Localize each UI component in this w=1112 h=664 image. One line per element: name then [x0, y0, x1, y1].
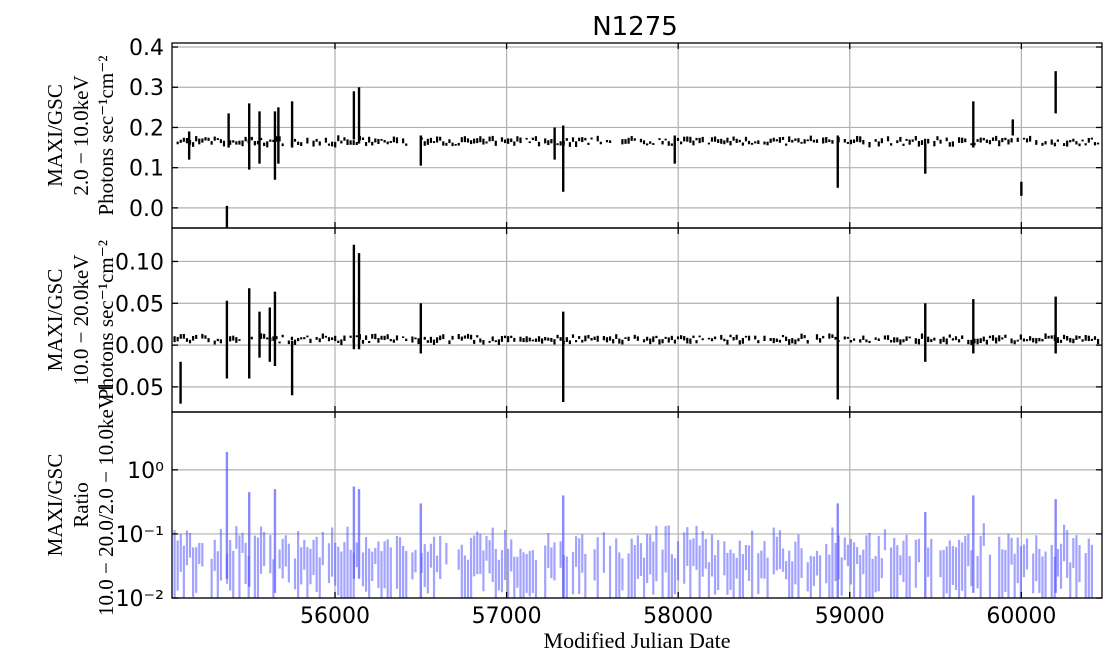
y-tick-label: 0.2 [129, 116, 164, 141]
y-axis-label: Ratio [69, 482, 93, 528]
axes-frame [171, 227, 1103, 413]
y-tick-label: 0.00 [115, 334, 164, 359]
y-tick-label: 10⁻¹ [116, 523, 164, 548]
background-data-points [173, 333, 1100, 346]
x-tick-label: 57000 [472, 604, 542, 629]
hard-band-panel: −0.05 0.00 0.05 0.10 MAXI/GSC 10.0 − 20.0keV P… [43, 227, 1103, 413]
background-data-points [176, 135, 1100, 148]
y-axis-label: Photons sec⁻¹cm⁻² [94, 240, 118, 400]
soft-band-panel: 0.0 0.1 0.2 0.3 0.4 MAXI/GSC 2.0 − 10.0keV Phot… [43, 36, 1103, 229]
x-tick-label: 60000 [986, 604, 1056, 629]
y-axis-label: MAXI/GSC [43, 84, 67, 187]
axes-frame [171, 411, 1103, 599]
y-axis-label: MAXI/GSC [43, 454, 67, 557]
y-axis-label: Photons sec⁻¹cm⁻² [94, 55, 118, 215]
axes-frame [171, 42, 1103, 229]
hardness-ratio-panel: 10⁻² 10⁻¹ 10⁰ MAXI/GSC Ratio 10.0 − 20.0/2.0 … [43, 394, 1103, 629]
y-tick-label: 0.3 [129, 76, 164, 101]
y-axis-label: MAXI/GSC [43, 269, 67, 372]
x-tick-label: 56000 [300, 604, 370, 629]
chart-title: N1275 [592, 12, 678, 42]
x-tick-label: 59000 [815, 604, 885, 629]
y-axis-label: 10.0 − 20.0keV [69, 255, 93, 386]
y-tick-label: 0.4 [129, 36, 164, 61]
y-axis-label: 2.0 − 10.0keV [69, 75, 93, 195]
y-axis-label: 10.0 − 20.0/2.0 − 10.0keV [94, 394, 118, 616]
y-tick-label: 10⁻² [116, 587, 164, 612]
x-axis-label: Modified Julian Date [544, 628, 731, 653]
y-tick-label: 0.0 [129, 197, 164, 222]
background-data-points [173, 523, 1093, 598]
y-tick-label: 10⁰ [127, 459, 164, 484]
y-tick-label: 0.10 [115, 250, 164, 275]
y-tick-label: −0.05 [97, 376, 164, 401]
y-tick-label: 0.1 [129, 157, 164, 182]
y-tick-label: 0.05 [115, 292, 164, 317]
x-tick-label: 58000 [643, 604, 713, 629]
